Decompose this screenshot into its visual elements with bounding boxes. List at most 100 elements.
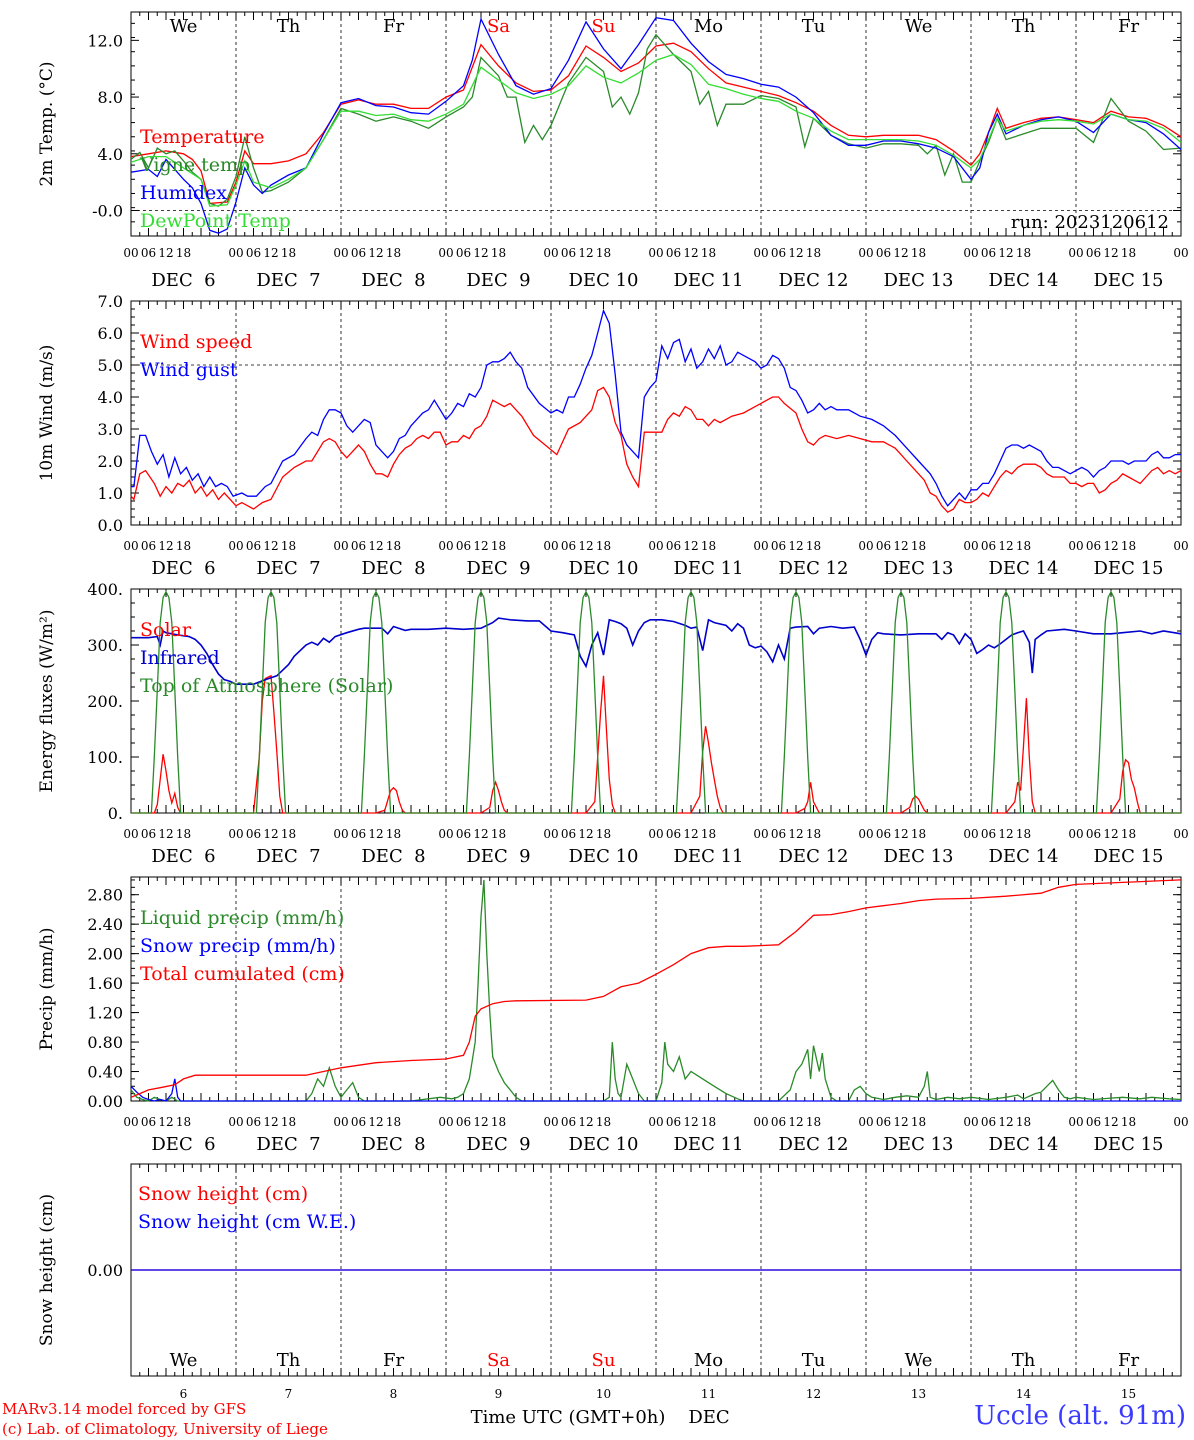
hour-tick-label: 18 [596,246,611,260]
hour-tick-label: 00 [858,827,873,841]
legend-entry: Wind speed [140,331,252,353]
hour-tick-label: 12 [998,246,1013,260]
hour-tick-label: 00 [123,1115,138,1129]
date-label: DEC 15 [1094,1134,1164,1155]
date-label: DEC 8 [361,846,425,867]
hour-tick-label: 18 [1016,246,1031,260]
hour-tick-label: 00 [543,827,558,841]
hour-tick-label: 06 [666,827,681,841]
legend-entry: Snow precip (mm/h) [140,935,336,957]
hour-tick-label: 18 [176,539,191,553]
x-axis-month: DEC [688,1407,729,1428]
series-line-vigne-temp [130,33,1182,207]
hour-tick-label: 06 [351,246,366,260]
hour-tick-label: 18 [281,539,296,553]
hour-tick-label: 06 [141,1115,156,1129]
hour-tick-label: 18 [596,539,611,553]
hour-tick-label: 18 [806,1115,821,1129]
hour-tick-label: 12 [998,539,1013,553]
hour-tick-label: 00 [333,827,348,841]
hour-tick-label: 06 [876,246,891,260]
y-tick-label: 3.0 [98,420,123,439]
hour-tick-label: 00 [1173,1115,1188,1129]
hour-tick-label: 06 [876,1115,891,1129]
hour-tick-label: 00 [1068,827,1083,841]
hour-tick-label: 12 [683,1115,698,1129]
y-tick-label: 0. [108,804,123,823]
date-label: DEC 11 [674,558,744,579]
hour-tick-label: 18 [1121,539,1136,553]
hour-tick-label: 06 [666,246,681,260]
weekday-label: Mo [694,16,723,37]
series-line-wind-gust [131,308,1181,507]
hour-tick-label: 06 [1086,246,1101,260]
hour-tick-label: 12 [578,539,593,553]
hour-tick-label: 06 [351,539,366,553]
y-tick-label: 1.0 [98,484,123,503]
weekday-label: Th [1012,16,1036,37]
hour-tick-label: 18 [1016,1115,1031,1129]
y-tick-label: 7.0 [98,292,123,311]
day-number: 7 [285,1387,293,1401]
weekday-label: Fr [383,1350,404,1371]
hour-tick-label: 12 [998,1115,1013,1129]
hour-tick-label: 18 [911,827,926,841]
hour-tick-label: 12 [683,827,698,841]
y-tick-label: 0.00 [87,1092,123,1111]
date-label: DEC 6 [151,558,215,579]
hour-tick-label: 12 [368,827,383,841]
legend-entry: Vigne temp [139,154,250,176]
hour-tick-label: 12 [1103,539,1118,553]
hour-tick-label: 18 [1121,827,1136,841]
hour-tick-label: 00 [963,539,978,553]
hour-tick-label: 00 [333,246,348,260]
legend-entry: Temperature [140,126,264,148]
date-label: DEC 13 [884,270,954,291]
hour-tick-label: 12 [788,1115,803,1129]
hour-tick-label: 18 [806,246,821,260]
hour-tick-label: 18 [1016,827,1031,841]
date-label: DEC 7 [256,558,320,579]
hour-tick-label: 00 [228,827,243,841]
date-label: DEC 7 [256,270,320,291]
hour-tick-label: 18 [491,827,506,841]
hour-tick-label: 12 [578,1115,593,1129]
hour-tick-label: 12 [788,827,803,841]
hour-tick-label: 18 [386,827,401,841]
hour-tick-label: 06 [771,246,786,260]
hour-tick-label: 06 [561,1115,576,1129]
hour-tick-label: 18 [386,1115,401,1129]
weekday-label: Su [592,16,616,37]
weekday-label: Sa [487,1350,510,1371]
hour-tick-label: 12 [473,246,488,260]
hour-tick-label: 06 [351,827,366,841]
hour-tick-label: 06 [666,1115,681,1129]
y-tick-label: 100. [87,748,123,767]
hour-tick-label: 00 [858,246,873,260]
hour-tick-label: 00 [543,1115,558,1129]
day-number: 11 [701,1387,716,1401]
y-tick-label: 200. [87,692,123,711]
y-tick-label: 1.60 [87,974,123,993]
hour-tick-label: 12 [368,539,383,553]
weekday-label: Fr [383,16,404,37]
y-tick-label: 6.0 [98,324,123,343]
y-tick-label: -0.0 [92,201,123,220]
date-label: DEC 7 [256,1134,320,1155]
hour-tick-label: 18 [281,827,296,841]
hour-tick-label: 12 [158,827,173,841]
legend-entry: Total cumulated (cm) [140,963,345,985]
series-line-top-of-atmosphere-solar- [131,590,1181,814]
hour-tick-label: 12 [788,246,803,260]
day-number: 8 [390,1387,398,1401]
hour-tick-label: 00 [438,827,453,841]
hour-tick-label: 00 [1173,539,1188,553]
hour-tick-label: 12 [473,539,488,553]
series-line-infrared [131,617,1182,685]
hour-tick-label: 06 [666,539,681,553]
hour-tick-label: 00 [333,539,348,553]
hour-tick-label: 12 [578,827,593,841]
date-label: DEC 6 [151,1134,215,1155]
hour-tick-label: 12 [263,246,278,260]
hour-tick-label: 06 [981,246,996,260]
